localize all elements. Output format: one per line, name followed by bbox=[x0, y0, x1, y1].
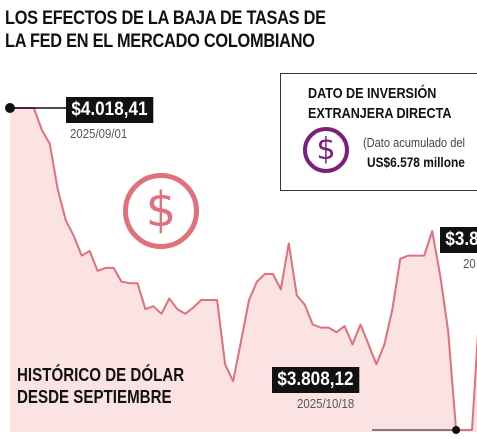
dollar-icon: $ bbox=[303, 127, 349, 173]
info-card: DATO DE INVERSIÓN EXTRANJERA DIRECTA $ (… bbox=[280, 73, 477, 191]
title-line-1: LOS EFECTOS DE LA BAJA DE TASAS DE bbox=[5, 8, 326, 29]
low-value-label: $3.808,12 bbox=[272, 367, 359, 393]
start-date-label: 2025/09/01 bbox=[70, 126, 128, 141]
info-card-value: US$6.578 millone bbox=[367, 154, 465, 170]
area-fill bbox=[10, 108, 477, 432]
start-value-label: $4.018,41 bbox=[66, 97, 153, 123]
start-point-marker bbox=[5, 103, 15, 113]
chart-title: LOS EFECTOS DE LA BAJA DE TASAS DE LA FE… bbox=[5, 7, 349, 53]
right-value-label: $3.8 bbox=[440, 227, 477, 253]
info-card-note: (Dato acumulado del bbox=[363, 135, 465, 150]
series-line bbox=[10, 107, 477, 431]
info-card-title: DATO DE INVERSIÓN EXTRANJERA DIRECTA bbox=[308, 84, 452, 124]
low-date-label: 2025/10/18 bbox=[297, 396, 355, 411]
title-line-2: LA FED EN EL MERCADO COLOMBIANO bbox=[5, 31, 315, 52]
info-title-line-1: DATO DE INVERSIÓN bbox=[308, 85, 437, 102]
history-label-line-2: DESDE SEPTIEMBRE bbox=[17, 387, 172, 407]
history-label: HISTÓRICO DE DÓLAR DESDE SEPTIEMBRE bbox=[17, 364, 184, 408]
info-title-line-2: EXTRANJERA DIRECTA bbox=[308, 105, 452, 122]
history-label-line-1: HISTÓRICO DE DÓLAR bbox=[17, 365, 185, 385]
right-date-label: 20 bbox=[463, 256, 476, 271]
dollar-circle-icon: $ bbox=[123, 173, 199, 249]
